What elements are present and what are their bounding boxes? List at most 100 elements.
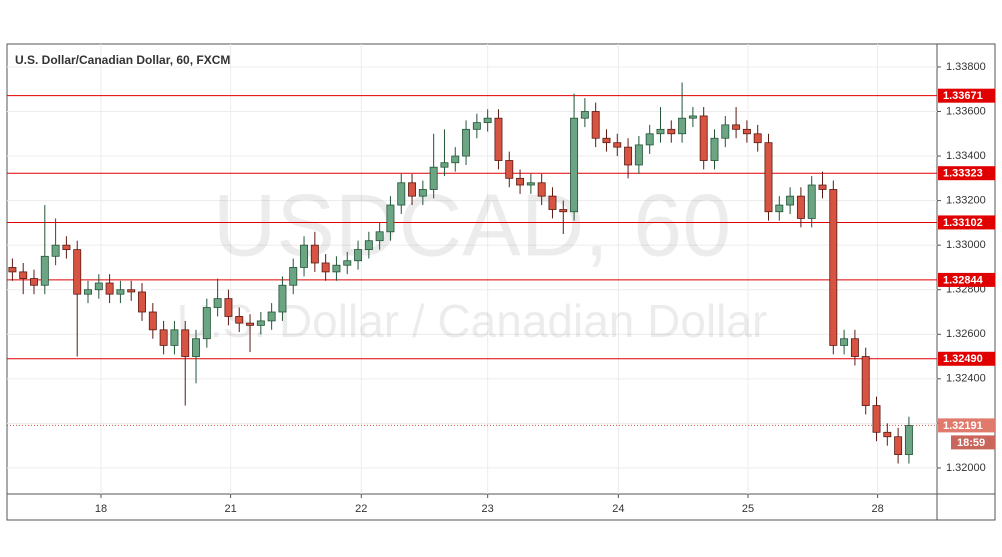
candle-body xyxy=(850,338,859,357)
candle-body xyxy=(40,255,49,286)
candle-body xyxy=(94,282,103,291)
candle-body xyxy=(775,204,784,213)
x-tick-label: 28 xyxy=(871,503,883,515)
level-label: 1.32490 xyxy=(943,353,983,365)
x-tick-label: 25 xyxy=(742,503,754,515)
candle-body xyxy=(84,289,92,295)
candle-body xyxy=(159,329,168,346)
y-tick-label: 1.33200 xyxy=(946,195,986,207)
level-label: 1.32844 xyxy=(943,274,984,286)
candle-body xyxy=(818,184,827,190)
level-label-bg xyxy=(938,272,995,287)
watermark: USDCAD, 60 xyxy=(213,175,731,274)
candle-body xyxy=(883,431,892,438)
candle-body xyxy=(505,160,514,179)
candle-body xyxy=(397,182,406,206)
candle-body xyxy=(645,133,654,146)
candle-body xyxy=(30,278,38,286)
candle-body xyxy=(224,298,233,317)
candle-body xyxy=(656,128,665,135)
candle-body xyxy=(364,240,373,251)
levels xyxy=(7,95,937,426)
candle-body xyxy=(148,311,157,331)
candle-body xyxy=(796,195,805,219)
candle-body xyxy=(840,338,849,346)
candle-body xyxy=(570,117,579,213)
candle-body xyxy=(688,115,697,119)
candle-body xyxy=(494,117,503,161)
candle-body xyxy=(440,162,449,168)
candle-body xyxy=(894,436,903,455)
candle-body xyxy=(256,320,265,326)
candle-body xyxy=(699,115,708,161)
y-tick-label: 1.33600 xyxy=(946,105,986,117)
candle-body xyxy=(732,124,741,130)
candle-body xyxy=(786,195,795,206)
y-tick-label: 1.32600 xyxy=(946,328,986,340)
y-tick-label: 1.32000 xyxy=(946,462,986,474)
candle-body xyxy=(278,284,287,313)
x-tick-label: 22 xyxy=(355,503,367,515)
level-label-bg xyxy=(938,215,995,230)
candle-body xyxy=(807,184,816,219)
candle-body xyxy=(343,260,352,266)
countdown-bg xyxy=(951,435,995,450)
candle-body xyxy=(62,244,71,251)
y-tick-label: 1.33000 xyxy=(946,239,986,251)
candle-body xyxy=(904,425,913,455)
candle-body xyxy=(678,117,687,135)
x-tick-label: 24 xyxy=(612,503,624,515)
candle-body xyxy=(116,289,125,295)
candle-body xyxy=(105,282,114,295)
candle-body xyxy=(127,289,136,293)
countdown: 18:59 xyxy=(957,437,985,449)
candle-body xyxy=(451,155,460,164)
level-label-bg xyxy=(938,166,995,181)
candle-body xyxy=(51,244,60,257)
candle-body xyxy=(429,166,438,190)
candle-body xyxy=(192,338,200,357)
candle-body xyxy=(408,182,417,197)
candles xyxy=(8,82,913,464)
candle-body xyxy=(310,244,319,264)
candle-body xyxy=(289,267,298,286)
x-tick-label: 23 xyxy=(482,503,494,515)
candle-body xyxy=(764,142,773,213)
candle-body xyxy=(591,111,600,139)
candle-body xyxy=(613,142,622,148)
candle-body xyxy=(721,124,730,139)
candle-body xyxy=(181,329,190,357)
y-tick-label: 1.32400 xyxy=(946,373,986,385)
candle-body xyxy=(213,298,222,308)
candle-body xyxy=(516,177,525,186)
candle-body xyxy=(559,209,568,213)
candle-body xyxy=(580,111,589,119)
candle-body xyxy=(138,291,146,313)
candle-body xyxy=(710,137,719,161)
candle-body xyxy=(634,144,643,166)
candle-body xyxy=(624,146,633,166)
candle-body xyxy=(202,307,211,340)
candle-body xyxy=(386,204,395,233)
level-label: 1.33102 xyxy=(943,217,983,229)
candle-body xyxy=(332,264,341,273)
x-tick-label: 21 xyxy=(224,503,236,515)
candle-body xyxy=(829,189,838,346)
candle-body xyxy=(472,122,481,130)
candle-body xyxy=(73,249,82,295)
y-tick-label: 1.33800 xyxy=(946,61,986,73)
candle-body xyxy=(246,322,254,326)
level-label: 1.33671 xyxy=(943,90,983,102)
candle-body xyxy=(602,137,611,144)
candle-body xyxy=(8,267,17,273)
y-tick-label: 1.33400 xyxy=(946,150,986,162)
candle-body xyxy=(872,405,881,433)
candle-body xyxy=(861,356,870,406)
x-tick-label: 18 xyxy=(95,503,107,515)
candle-body xyxy=(235,316,244,324)
watermark-subtitle: U.S. Dollar / Canadian Dollar xyxy=(177,295,768,347)
last-price-bg xyxy=(938,418,995,433)
level-label-bg xyxy=(938,351,995,366)
candle-body xyxy=(753,133,762,144)
